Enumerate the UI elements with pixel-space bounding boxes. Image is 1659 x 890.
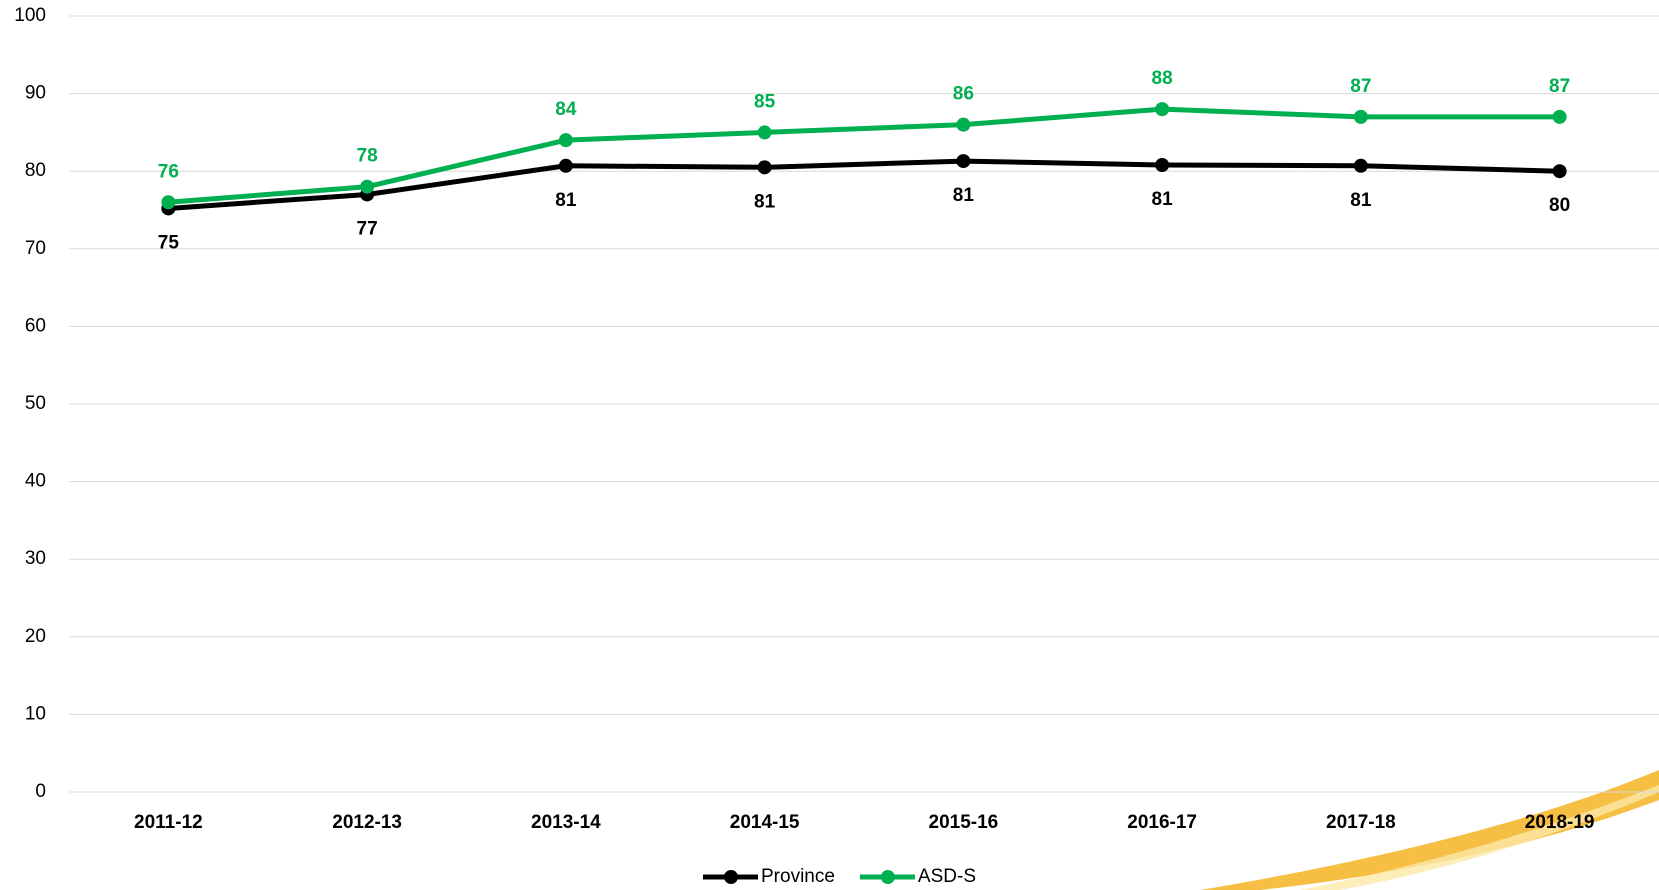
data-label: 87 [1350, 76, 1371, 97]
point [956, 154, 971, 169]
point [161, 195, 176, 210]
point [1552, 109, 1567, 124]
point [1155, 157, 1170, 172]
data-label: 77 [357, 218, 378, 239]
point [757, 160, 772, 175]
point [558, 133, 573, 148]
data-label: 85 [754, 91, 776, 112]
data-label: 81 [1350, 190, 1372, 211]
legend-label: Province [761, 866, 835, 887]
y-tick-label: 90 [25, 83, 46, 104]
x-tick-label: 2017-18 [1326, 812, 1396, 833]
data-label: 81 [555, 190, 577, 211]
x-tick-label: 2011-12 [134, 812, 203, 833]
data-label: 81 [754, 191, 776, 212]
point [757, 125, 772, 140]
y-tick-label: 60 [25, 315, 46, 336]
data-label: 81 [953, 185, 975, 206]
y-tick-label: 30 [25, 548, 46, 569]
data-label: 80 [1549, 195, 1570, 216]
data-label: 88 [1152, 68, 1173, 89]
y-tick-label: 80 [25, 160, 46, 181]
legend-marker [880, 870, 895, 884]
legend-marker [724, 870, 738, 884]
y-tick-label: 40 [25, 471, 46, 492]
point [1353, 158, 1368, 173]
y-tick-label: 70 [25, 238, 46, 259]
x-tick-label: 2014-15 [730, 812, 800, 833]
point [558, 158, 573, 173]
y-tick-label: 50 [25, 393, 46, 414]
y-tick-label: 100 [14, 5, 46, 26]
data-label: 87 [1549, 76, 1570, 97]
point [956, 117, 971, 132]
point [360, 179, 375, 194]
y-tick-label: 20 [25, 626, 46, 647]
point [1155, 102, 1170, 117]
data-label: 81 [1152, 189, 1174, 210]
x-tick-label: 2018-19 [1525, 812, 1595, 833]
x-tick-label: 2015-16 [929, 812, 999, 833]
x-tick-label: 2016-17 [1127, 812, 1197, 833]
legend-label: ASD-S [918, 866, 976, 887]
series-line [168, 158, 1560, 211]
point [1353, 109, 1368, 124]
data-label: 76 [158, 161, 179, 182]
data-label: 75 [158, 232, 180, 253]
data-label: 78 [357, 146, 378, 167]
decor-swoosh [1200, 770, 1659, 890]
y-tick-label: 0 [35, 781, 46, 802]
y-tick-label: 10 [25, 703, 46, 724]
data-label: 84 [555, 99, 577, 120]
x-tick-label: 2013-14 [531, 812, 601, 833]
point [1552, 164, 1567, 179]
series-line [168, 106, 1560, 205]
data-label: 86 [953, 84, 974, 105]
x-tick-label: 2012-13 [332, 812, 402, 833]
